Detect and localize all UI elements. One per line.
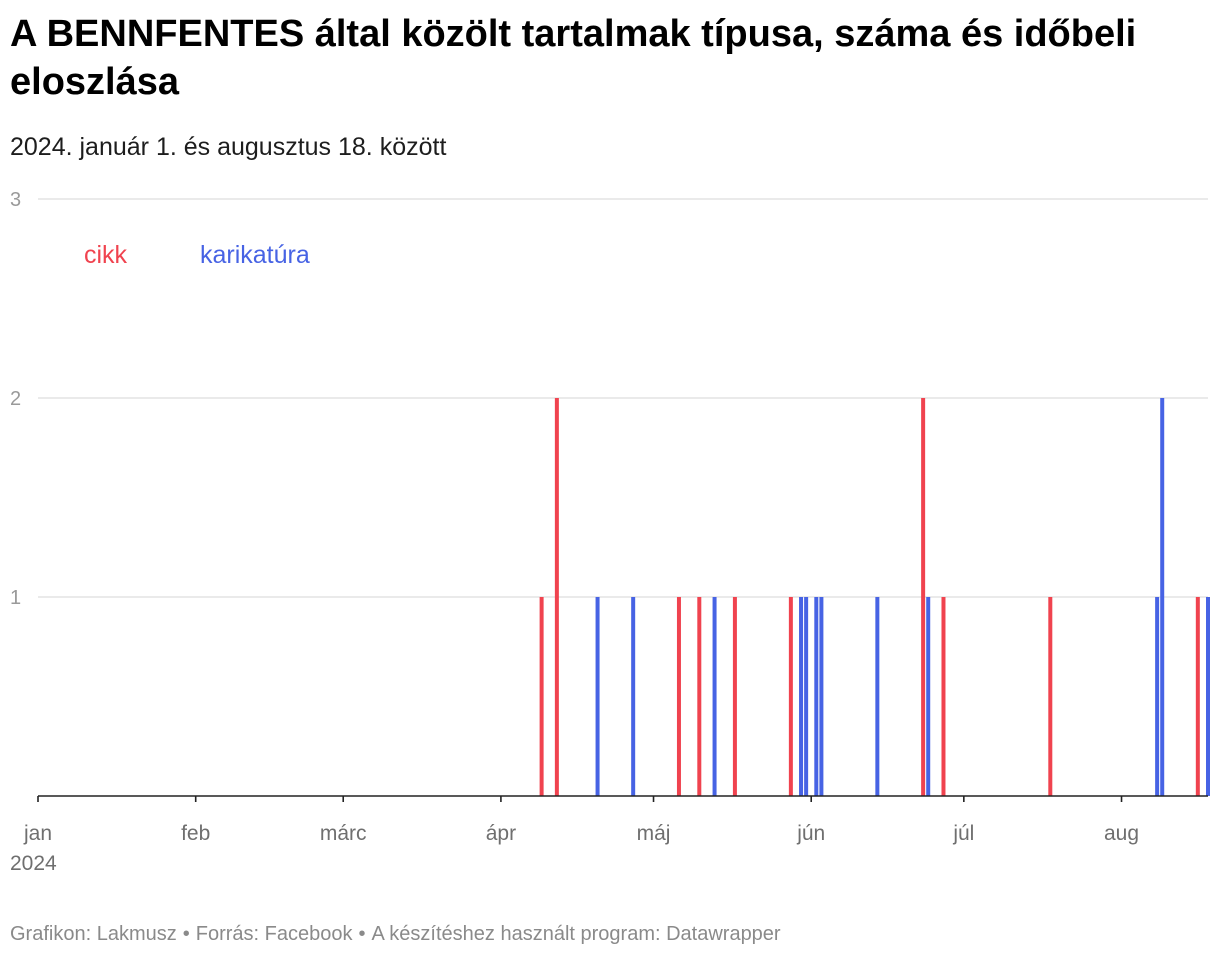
bar-karikatúra — [712, 597, 717, 796]
footer-separator: • — [358, 923, 366, 945]
footer-source: Forrás: Facebook — [195, 923, 353, 945]
x-tick-label: máj — [637, 822, 671, 845]
bar-karikatúra — [926, 597, 931, 796]
bar-karikatúra — [595, 597, 600, 796]
legend: cikk karikatúra — [84, 241, 310, 269]
legend-item-cikk: cikk — [84, 241, 128, 269]
bar-cikk — [539, 597, 544, 796]
bar-chart: 1 2 3 jan 2024 feb márc ápr máj jún júl aug cikk ka… — [10, 189, 1210, 875]
y-tick-label: 2 — [10, 388, 21, 410]
bar-karikatúra — [631, 597, 636, 796]
bars — [539, 398, 1210, 796]
y-tick-label: 1 — [10, 587, 21, 609]
x-tick-label: feb — [181, 822, 210, 845]
bar-cikk — [697, 597, 702, 796]
bar-karikatúra — [819, 597, 824, 796]
footer-chart-by: Grafikon: Lakmusz — [10, 923, 177, 945]
bar-cikk — [941, 597, 946, 796]
x-tick-label: júl — [952, 822, 974, 845]
bar-cikk — [1195, 597, 1200, 796]
x-tick-sublabel: 2024 — [10, 852, 57, 875]
bar-karikatúra — [814, 597, 819, 796]
legend-item-karikatúra: karikatúra — [200, 241, 310, 269]
gridlines — [38, 198, 1208, 598]
footer-separator: • — [182, 923, 190, 945]
x-tick-label: ápr — [486, 822, 516, 845]
bar-cikk — [788, 597, 793, 796]
bar-karikatúra — [1206, 597, 1210, 796]
x-tick-label: jan — [23, 822, 52, 845]
x-tick-label: aug — [1104, 822, 1139, 845]
y-tick-label: 3 — [10, 189, 21, 211]
bar-karikatúra — [1160, 398, 1165, 796]
bar-cikk — [921, 398, 926, 796]
bar-karikatúra — [875, 597, 880, 796]
bar-karikatúra — [1155, 597, 1160, 796]
footer-tool: A készítéshez használt program: Datawrap… — [371, 923, 781, 945]
chart-title: A BENNFENTES által közölt tartalmak típu… — [10, 13, 1137, 103]
chart-subtitle: 2024. január 1. és augusztus 18. között — [10, 133, 447, 161]
x-tick-label: márc — [320, 822, 367, 845]
bar-cikk — [732, 597, 737, 796]
bar-cikk — [1048, 597, 1053, 796]
x-axis: jan 2024 feb márc ápr máj jún júl aug — [10, 795, 1208, 875]
chart-footer: Grafikon: Lakmusz • Forrás: Facebook • A kés… — [10, 920, 781, 948]
y-axis-ticks: 1 2 3 — [10, 189, 21, 609]
x-tick-label: jún — [796, 822, 825, 845]
bar-karikatúra — [799, 597, 804, 796]
bar-cikk — [676, 597, 681, 796]
bar-karikatúra — [804, 597, 809, 796]
bar-cikk — [554, 398, 559, 796]
